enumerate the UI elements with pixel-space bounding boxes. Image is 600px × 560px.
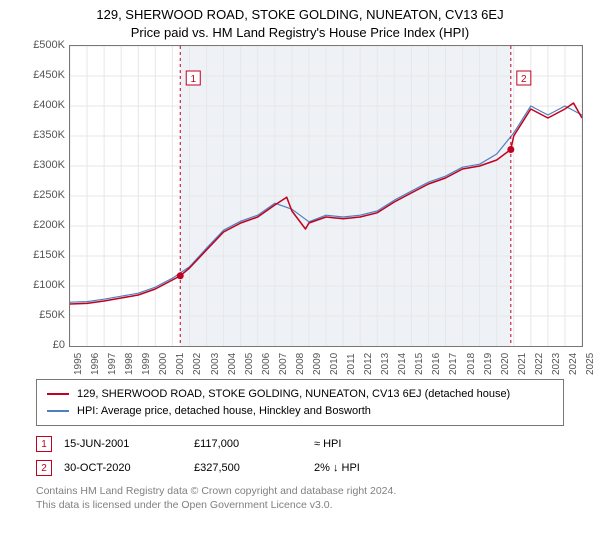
x-tick-label: 2007 — [278, 353, 289, 375]
x-tick-label: 2005 — [244, 353, 255, 375]
tx-delta: 2% ↓ HPI — [314, 462, 434, 474]
x-tick-label: 2017 — [448, 353, 459, 375]
tx-price: £327,500 — [194, 462, 314, 474]
x-tick-label: 2003 — [210, 353, 221, 375]
tx-price: £117,000 — [194, 438, 314, 450]
legend-label: HPI: Average price, detached house, Hinc… — [77, 403, 371, 420]
transactions-table: 1 15-JUN-2001 £117,000 ≈ HPI 2 30-OCT-20… — [36, 436, 564, 476]
x-tick-label: 2004 — [227, 353, 238, 375]
tx-date: 15-JUN-2001 — [64, 438, 194, 450]
x-tick-label: 2019 — [483, 353, 494, 375]
x-tick-label: 2020 — [500, 353, 511, 375]
x-tick-label: 2022 — [534, 353, 545, 375]
legend: 129, SHERWOOD ROAD, STOKE GOLDING, NUNEA… — [36, 379, 564, 426]
x-tick-label: 2014 — [397, 353, 408, 375]
table-row: 2 30-OCT-2020 £327,500 2% ↓ HPI — [36, 460, 564, 476]
plot-area: 12 — [69, 45, 583, 347]
y-tick-label: £150K — [33, 249, 65, 261]
y-tick-label: £450K — [33, 69, 65, 81]
y-tick-label: £400K — [33, 99, 65, 111]
legend-item: 129, SHERWOOD ROAD, STOKE GOLDING, NUNEA… — [47, 386, 553, 403]
tx-date: 30-OCT-2020 — [64, 462, 194, 474]
y-tick-label: £0 — [53, 339, 65, 351]
x-tick-label: 2006 — [261, 353, 272, 375]
x-tick-label: 2008 — [295, 353, 306, 375]
chart-title: 129, SHERWOOD ROAD, STOKE GOLDING, NUNEA… — [0, 6, 600, 24]
y-axis: £0£50K£100K£150K£200K£250K£300K£350K£400… — [19, 45, 69, 345]
x-tick-label: 1996 — [90, 353, 101, 375]
footer-line: Contains HM Land Registry data © Crown c… — [36, 484, 564, 498]
x-tick-label: 2024 — [568, 353, 579, 375]
x-tick-label: 2023 — [551, 353, 562, 375]
y-tick-label: £350K — [33, 129, 65, 141]
y-tick-label: £50K — [39, 309, 65, 321]
chart-subtitle: Price paid vs. HM Land Registry's House … — [0, 24, 600, 42]
y-tick-label: £500K — [33, 39, 65, 51]
x-tick-label: 2015 — [414, 353, 425, 375]
chart-header: 129, SHERWOOD ROAD, STOKE GOLDING, NUNEA… — [0, 0, 600, 41]
tx-key-badge: 1 — [36, 436, 52, 452]
tx-delta: ≈ HPI — [314, 438, 434, 450]
x-tick-label: 2025 — [585, 353, 596, 375]
x-tick-label: 2012 — [363, 353, 374, 375]
legend-swatch — [47, 410, 69, 412]
x-tick-label: 1995 — [73, 353, 84, 375]
plot-svg: 12 — [70, 46, 582, 346]
x-tick-label: 2021 — [517, 353, 528, 375]
chart-area: £0£50K£100K£150K£200K£250K£300K£350K£400… — [19, 45, 581, 345]
x-tick-label: 1997 — [107, 353, 118, 375]
x-tick-label: 2000 — [158, 353, 169, 375]
footer-line: This data is licensed under the Open Gov… — [36, 498, 564, 512]
y-tick-label: £250K — [33, 189, 65, 201]
x-tick-label: 1999 — [141, 353, 152, 375]
table-row: 1 15-JUN-2001 £117,000 ≈ HPI — [36, 436, 564, 452]
svg-text:2: 2 — [521, 74, 527, 85]
svg-text:1: 1 — [190, 74, 196, 85]
y-tick-label: £100K — [33, 279, 65, 291]
legend-item: HPI: Average price, detached house, Hinc… — [47, 403, 553, 420]
y-tick-label: £200K — [33, 219, 65, 231]
x-tick-label: 2013 — [380, 353, 391, 375]
x-tick-label: 2009 — [312, 353, 323, 375]
footer: Contains HM Land Registry data © Crown c… — [36, 484, 564, 512]
x-tick-label: 1998 — [124, 353, 135, 375]
x-tick-label: 2002 — [192, 353, 203, 375]
x-tick-label: 2011 — [346, 354, 357, 376]
x-tick-label: 2018 — [466, 353, 477, 375]
legend-label: 129, SHERWOOD ROAD, STOKE GOLDING, NUNEA… — [77, 386, 510, 403]
x-tick-label: 2001 — [175, 353, 186, 375]
x-tick-label: 2010 — [329, 353, 340, 375]
y-tick-label: £300K — [33, 159, 65, 171]
legend-swatch — [47, 393, 69, 395]
tx-key-badge: 2 — [36, 460, 52, 476]
x-tick-label: 2016 — [431, 353, 442, 375]
